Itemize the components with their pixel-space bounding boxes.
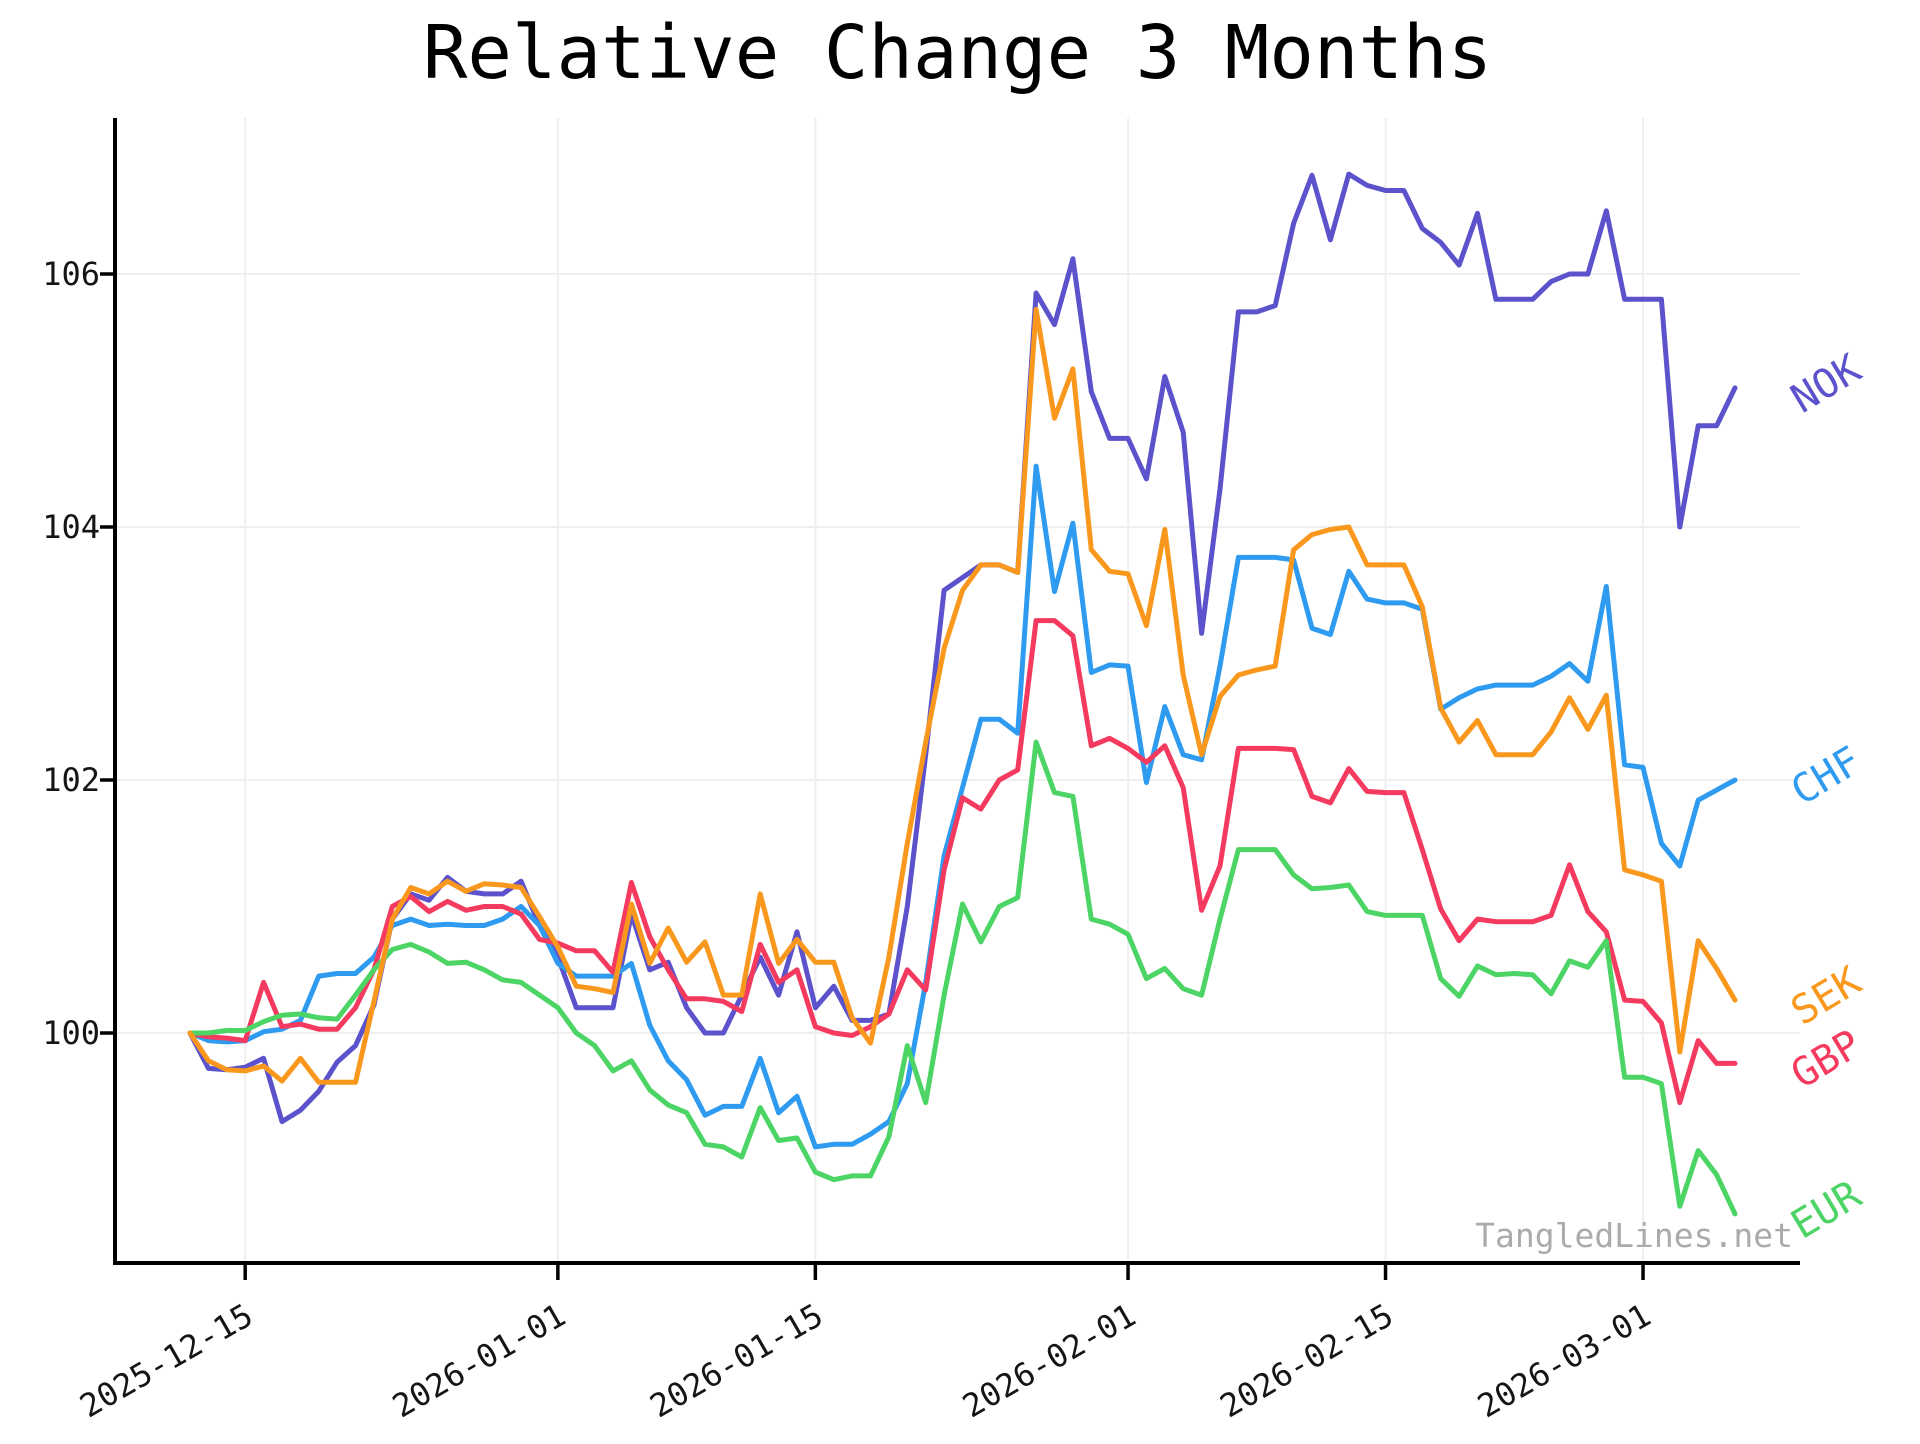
series-line-SEK [187, 306, 1738, 1085]
series-label-CHF: CHF [1783, 738, 1869, 815]
series-line-NOK [187, 171, 1738, 1125]
x-tick-label: 2026-02-15 [1214, 1296, 1400, 1425]
watermark: TangledLines.net [1475, 1216, 1793, 1255]
x-tick-label: 2026-02-01 [956, 1296, 1142, 1425]
series-line-GBP [187, 618, 1738, 1106]
series-label-NOK: NOK [1783, 346, 1869, 423]
y-tick-label: 100 [42, 1014, 100, 1052]
series-line-CHF [187, 463, 1738, 1150]
x-tick-label: 2026-03-01 [1471, 1296, 1657, 1425]
series-line-EUR [187, 739, 1738, 1217]
series-label-EUR: EUR [1783, 1171, 1869, 1248]
y-tick-label: 102 [42, 761, 100, 799]
chart-title: Relative Change 3 Months [422, 10, 1493, 96]
y-tick-label: 104 [42, 508, 100, 546]
x-tick-label: 2026-01-01 [386, 1296, 572, 1425]
x-tick-label: 2026-01-15 [644, 1296, 830, 1425]
series-label-SEK: SEK [1783, 958, 1869, 1035]
y-tick-label: 106 [42, 255, 100, 293]
x-tick-label: 2025-12-15 [73, 1296, 259, 1425]
